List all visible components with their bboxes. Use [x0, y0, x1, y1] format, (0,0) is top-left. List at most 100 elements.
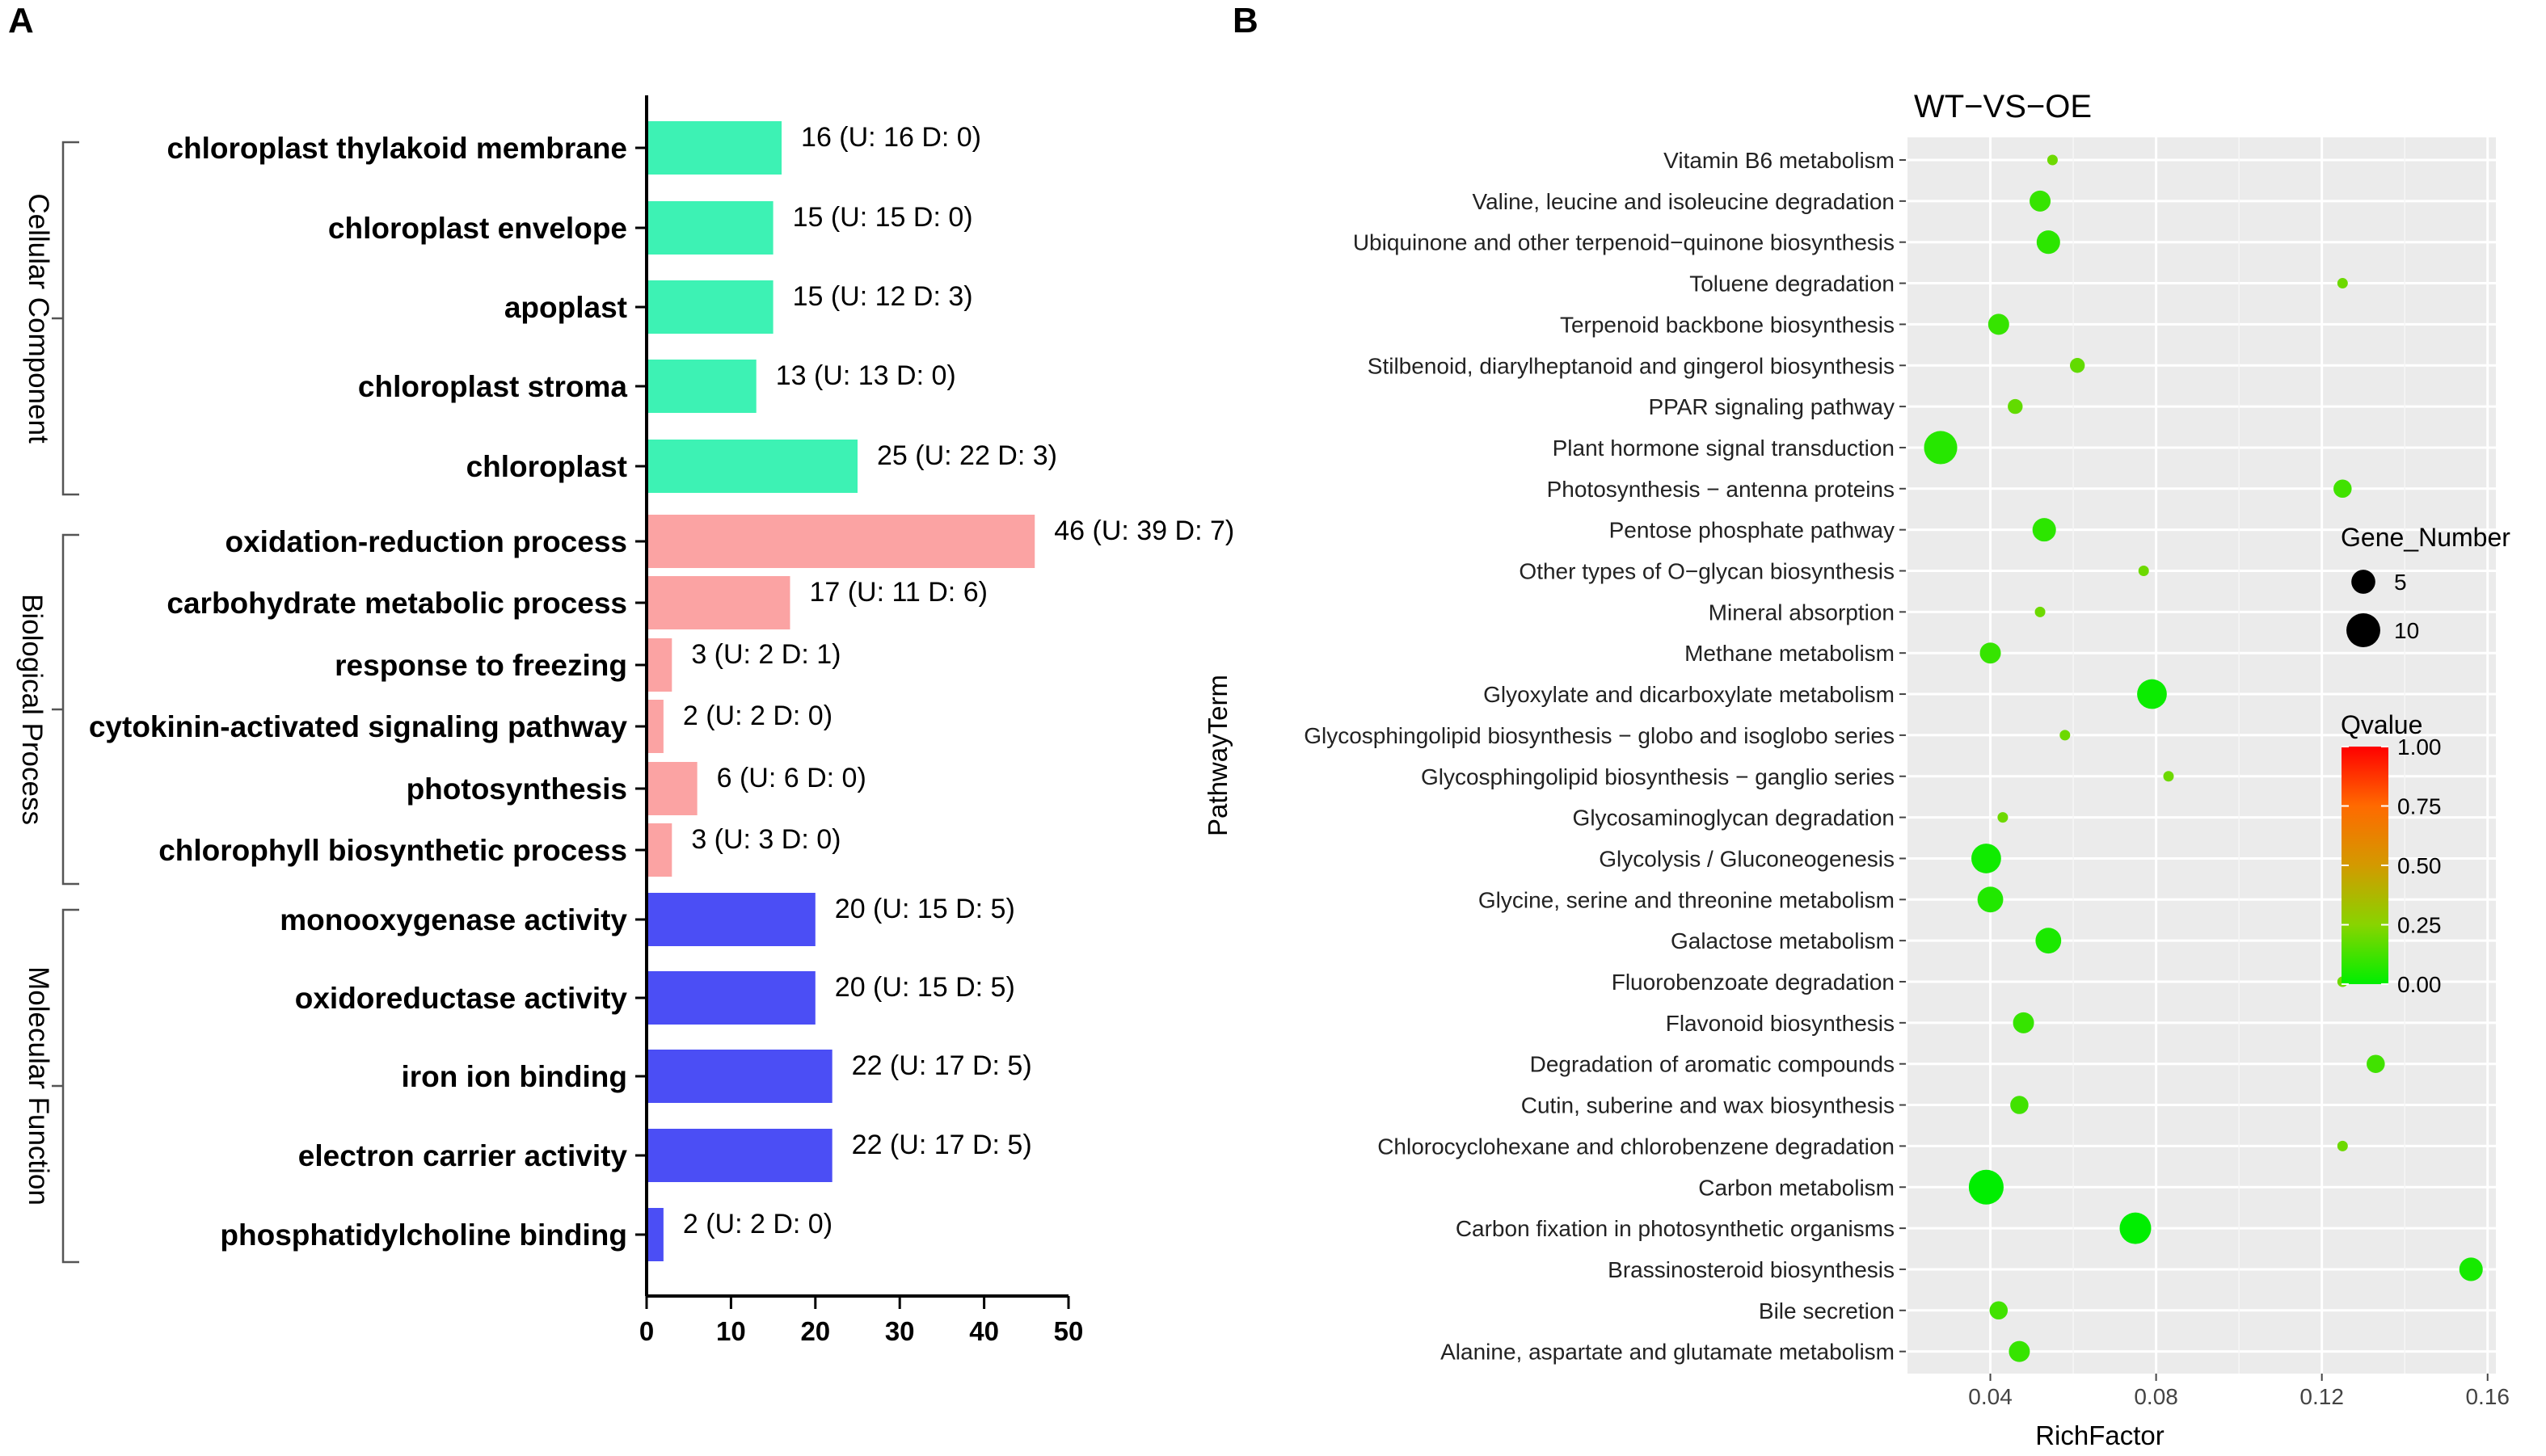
x-tick-label: 0.12: [2299, 1384, 2344, 1409]
go-group-brackets: Cellular Component Biological Process Mole…: [16, 141, 79, 1264]
category-label: chloroplast envelope: [328, 212, 627, 245]
category-label: carbohydrate metabolic process: [167, 587, 627, 620]
x-axis-title: RichFactor: [2035, 1420, 2165, 1450]
category-label: chloroplast: [466, 450, 627, 483]
pathway-label: Carbon metabolism: [1698, 1175, 1895, 1200]
go-bar: [647, 638, 672, 692]
pathway-label: Glycine, serine and threonine metabolism: [1478, 887, 1895, 912]
value-label: 16 (U: 16 D: 0): [801, 122, 981, 153]
bubble-point: [1997, 812, 2009, 823]
bubble-series: [1924, 154, 2483, 1362]
kegg-bubble-chart: Vitamin B6 metabolism Valine, leucine and…: [1203, 89, 2510, 1450]
pathway-label: Glycosphingolipid biosynthesis − ganglio…: [1421, 764, 1895, 789]
category-label: apoplast: [504, 291, 627, 324]
value-label: 22 (U: 17 D: 5): [852, 1050, 1032, 1081]
category-label: chloroplast stroma: [358, 370, 627, 403]
pathway-label: Carbon fixation in photosynthetic organi…: [1456, 1216, 1895, 1241]
category-label: chlorophyll biosynthetic process: [158, 834, 627, 867]
legend-size-dot: [2351, 570, 2375, 594]
value-label: 25 (U: 22 D: 3): [877, 440, 1057, 471]
value-label: 3 (U: 2 D: 1): [691, 639, 841, 670]
value-label: 13 (U: 13 D: 0): [776, 360, 956, 391]
group-label: Molecular Function: [23, 966, 54, 1206]
pathway-label: Pentose phosphate pathway: [1609, 518, 1895, 543]
pathway-label: Galactose metabolism: [1671, 928, 1895, 953]
go-axes: 0 10 20 30 40 50: [635, 95, 1083, 1346]
pathway-label: Mineral absorption: [1709, 600, 1895, 625]
legend-color-tick-label: 0.25: [2397, 913, 2442, 938]
pathway-label: Chlorocyclohexane and chlorobenzene degr…: [1377, 1134, 1895, 1159]
pathway-label: Toluene degradation: [1689, 271, 1895, 297]
bubble-point: [2046, 154, 2058, 166]
bubble-point: [2009, 1340, 2030, 1362]
pathway-label: Brassinosteroid biosynthesis: [1608, 1257, 1895, 1282]
value-label: 20 (U: 15 D: 5): [835, 894, 1015, 924]
value-label: 3 (U: 3 D: 0): [691, 824, 841, 855]
go-bar: [647, 971, 816, 1025]
legend: Gene_Number Qvalue 5 10 1.00 0.75 0.50 0.25 0.…: [2341, 523, 2510, 997]
legend-color-bar: [2342, 747, 2388, 984]
bubble-point: [1971, 844, 2001, 873]
legend-size-label: 10: [2394, 618, 2419, 643]
bubble-point: [1979, 642, 2001, 664]
bubble-point: [2333, 479, 2352, 499]
pathway-label: Glycosphingolipid biosynthesis − globo a…: [1304, 723, 1895, 748]
bubble-point: [1924, 431, 1958, 465]
legend-color-title: Qvalue: [2341, 710, 2422, 739]
pathway-label: Ubiquinone and other terpenoid−quinone b…: [1353, 230, 1895, 255]
pathway-label: Vitamin B6 metabolism: [1663, 148, 1895, 173]
pathway-label: Valine, leucine and isoleucine degradati…: [1472, 189, 1895, 214]
pathway-label: Other types of O−glycan biosynthesis: [1519, 559, 1895, 584]
pathway-label: Alanine, aspartate and glutamate metabol…: [1440, 1340, 1895, 1365]
category-label: response to freezing: [335, 649, 627, 682]
value-label: 15 (U: 12 D: 3): [793, 281, 973, 312]
go-bar: [647, 762, 698, 815]
bubble-point: [2119, 1212, 2152, 1244]
pathway-labels: Vitamin B6 metabolism Valine, leucine and…: [1304, 148, 1906, 1365]
go-bar: [647, 440, 858, 493]
legend-color-tick-label: 0.75: [2397, 794, 2442, 819]
plot-panel-background: [1907, 137, 2496, 1374]
legend-items: 5 10 1.00 0.75 0.50 0.25 0.00: [2342, 570, 2442, 997]
category-label: iron ion binding: [402, 1060, 628, 1093]
value-label: 46 (U: 39 D: 7): [1054, 515, 1234, 546]
pathway-label: Glyoxylate and dicarboxylate metabolism: [1483, 682, 1895, 707]
category-label: electron carrier activity: [298, 1139, 628, 1172]
value-label: 17 (U: 11 D: 6): [809, 577, 987, 608]
value-label: 2 (U: 2 D: 0): [683, 1209, 833, 1239]
legend-size-dot: [2346, 613, 2380, 647]
category-label: monooxygenase activity: [280, 903, 627, 936]
bubble-point: [1968, 1169, 2004, 1205]
bubble-point: [2010, 1096, 2029, 1114]
bubble-point: [2137, 679, 2167, 709]
go-bar: [647, 280, 773, 334]
category-label: oxidation-reduction process: [225, 525, 627, 558]
bubble-point: [1989, 1301, 2009, 1320]
x-tick-label: 10: [716, 1316, 746, 1346]
go-bar: [647, 823, 672, 877]
bubble-point: [2013, 1012, 2034, 1033]
go-bar-value-labels: 16 (U: 16 D: 0) 15 (U: 15 D: 0) 15 (U: 12 …: [683, 122, 1234, 1239]
group-label: Cellular Component: [23, 193, 54, 444]
pathway-label: Fluorobenzoate degradation: [1612, 970, 1895, 995]
go-bar: [647, 1208, 664, 1261]
chart-title: WT−VS−OE: [1914, 89, 2092, 124]
panel-b-letter: B: [1233, 1, 1258, 40]
bubble-point: [2163, 771, 2174, 782]
legend-size-title: Gene_Number: [2341, 523, 2510, 552]
pathway-label: Degradation of aromatic compounds: [1530, 1052, 1895, 1077]
go-bar-series: [647, 121, 1035, 1261]
x-tick-label: 30: [885, 1316, 915, 1346]
y-axis-title: PathwayTerm: [1203, 675, 1233, 836]
panel-a-letter: A: [8, 1, 34, 40]
pathway-label: PPAR signaling pathway: [1648, 394, 1895, 419]
bubble-point: [2030, 190, 2051, 212]
go-bar: [647, 700, 664, 753]
bubble-point: [2034, 606, 2046, 617]
bubble-point: [2337, 1140, 2348, 1151]
value-label: 2 (U: 2 D: 0): [683, 701, 833, 731]
value-label: 22 (U: 17 D: 5): [852, 1130, 1032, 1160]
bubble-point: [2036, 230, 2060, 255]
value-label: 6 (U: 6 D: 0): [717, 763, 866, 793]
